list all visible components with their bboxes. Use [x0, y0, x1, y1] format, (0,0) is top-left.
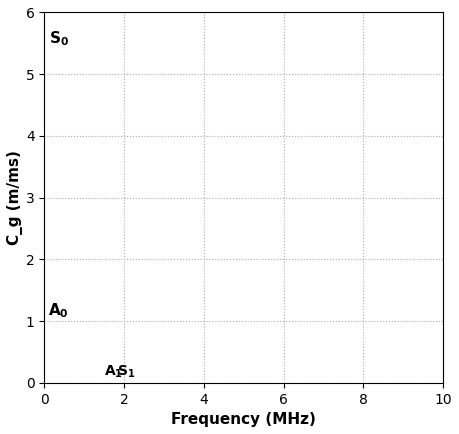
- X-axis label: Frequency (MHz): Frequency (MHz): [171, 412, 316, 427]
- Text: $\mathbf{A_0}$: $\mathbf{A_0}$: [48, 301, 68, 319]
- Y-axis label: C_g (m/ms): C_g (m/ms): [7, 150, 23, 245]
- Text: $\mathbf{S_0}$: $\mathbf{S_0}$: [49, 30, 69, 48]
- Text: $\mathbf{A_1}$: $\mathbf{A_1}$: [104, 363, 123, 380]
- Text: $\mathbf{S_1}$: $\mathbf{S_1}$: [117, 363, 135, 380]
